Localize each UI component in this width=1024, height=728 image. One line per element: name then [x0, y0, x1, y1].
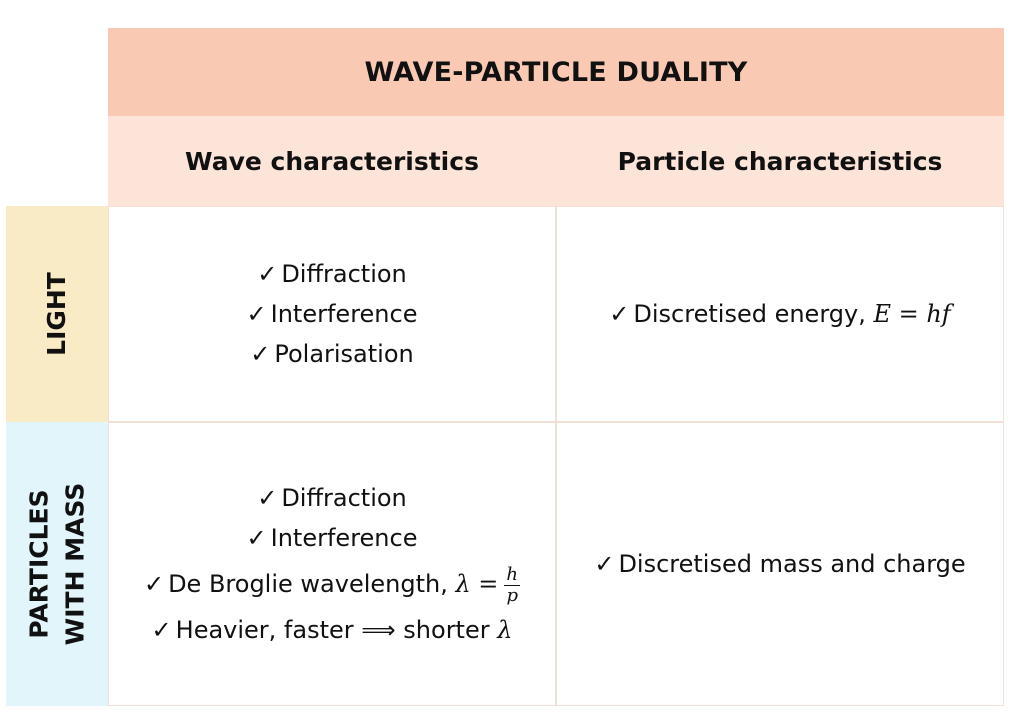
list-item: ✓ Discretised energy, E = hf: [609, 294, 950, 334]
list-item: ✓ De Broglie wavelength, λ = h p: [143, 558, 521, 610]
cell-light-particle: ✓ Discretised energy, E = hf: [556, 206, 1004, 422]
row-header-light-label: LIGHT: [39, 272, 75, 356]
row-header-light-text: LIGHT: [41, 272, 71, 356]
cell-light-wave: ✓ Diffraction ✓ Interference ✓ Polarisation: [108, 206, 556, 422]
debroglie-lhs: λ =: [455, 570, 499, 598]
list-item: ✓ Polarisation: [250, 334, 414, 374]
list-item: ✓ Discretised mass and charge: [594, 544, 965, 584]
item-text: Discretised energy,: [633, 300, 874, 328]
cell-mass-particle: ✓ Discretised mass and charge: [556, 422, 1004, 706]
item-text: Interference: [270, 300, 418, 328]
lambda-symbol: λ: [497, 616, 513, 644]
check-icon: ✓: [257, 484, 278, 512]
table-title-text: WAVE-PARTICLE DUALITY: [364, 56, 748, 88]
fraction-numerator: h: [504, 563, 521, 586]
column-header-wave: Wave characteristics: [108, 116, 556, 206]
item-text: Discretised mass and charge: [618, 550, 966, 578]
list-item: ✓ Heavier, faster ⟹ shorter λ: [152, 610, 513, 650]
check-icon: ✓: [594, 550, 615, 578]
item-text: Heavier, faster ⟹ shorter: [175, 616, 498, 644]
cell-mass-wave: ✓ Diffraction ✓ Interference ✓ De Broglie w…: [108, 422, 556, 706]
column-header-particle-label: Particle characteristics: [617, 146, 943, 176]
list-item: ✓ Interference: [247, 294, 418, 334]
check-icon: ✓: [257, 260, 278, 288]
check-icon: ✓: [143, 570, 165, 598]
column-header-wave-label: Wave characteristics: [185, 146, 479, 176]
row-header-light: LIGHT: [6, 206, 108, 422]
item-text: Interference: [270, 524, 418, 552]
list-item: ✓ Diffraction: [257, 478, 407, 518]
item-text: Diffraction: [281, 484, 407, 512]
item-text: Diffraction: [281, 260, 407, 288]
row-header-mass-label: PARTICLES WITH MASS: [21, 483, 93, 646]
row-header-mass-line1: PARTICLES: [24, 489, 54, 639]
row-header-particles-with-mass: PARTICLES WITH MASS: [6, 422, 108, 706]
energy-equation: E = hf: [873, 300, 951, 328]
item-text: Polarisation: [274, 340, 414, 368]
check-icon: ✓: [151, 616, 172, 644]
check-icon: ✓: [250, 340, 271, 368]
check-icon: ✓: [246, 300, 267, 328]
item-text: De Broglie wavelength,: [168, 570, 456, 598]
table-title: WAVE-PARTICLE DUALITY: [108, 28, 1004, 116]
check-icon: ✓: [246, 524, 267, 552]
fraction-denominator: p: [506, 584, 518, 606]
list-item: ✓ Diffraction: [257, 254, 407, 294]
check-icon: ✓: [609, 300, 630, 328]
row-header-mass-line2: WITH MASS: [60, 482, 90, 646]
list-item: ✓ Interference: [247, 518, 418, 558]
column-header-particle: Particle characteristics: [556, 116, 1004, 206]
